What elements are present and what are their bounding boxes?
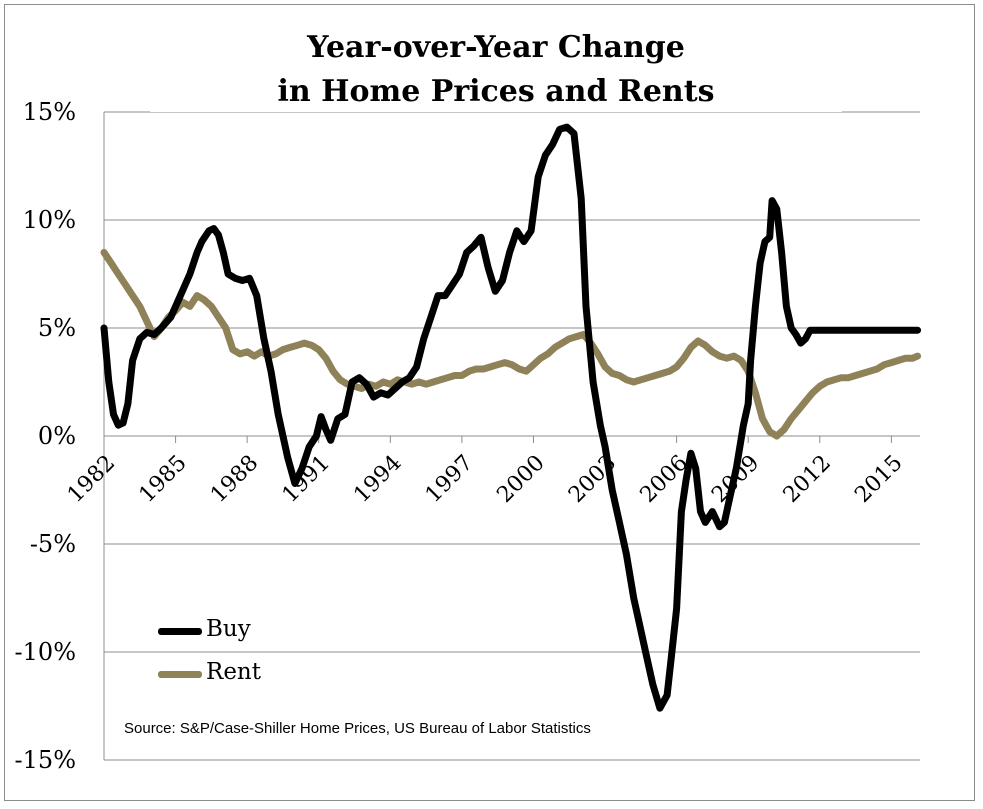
chart-frame (4, 4, 975, 801)
y-axis-ticks: 15% 10% 5% 0% -5% -10% -15% (15, 98, 76, 774)
y-tick-label: -10% (15, 638, 76, 666)
x-tick-label: 1985 (135, 451, 192, 508)
y-tick-label: -15% (15, 746, 76, 774)
y-tick-label: 15% (23, 98, 76, 126)
chart-title-line-1: Year-over-Year Change (150, 28, 842, 68)
y-tick-label: -5% (30, 530, 76, 558)
x-tick-label: 2012 (779, 451, 836, 508)
series-line-buy (100, 123, 922, 712)
legend-label-rent: Rent (206, 659, 261, 685)
gridlines (103, 111, 920, 761)
y-tick-label: 0% (38, 422, 76, 450)
x-tick-label: 1988 (206, 451, 263, 508)
y-tick-label: 10% (23, 206, 76, 234)
x-tick-label: 2000 (492, 451, 549, 508)
series-lines (100, 123, 922, 712)
legend-label-buy: Buy (206, 616, 251, 642)
x-tick-label: 1997 (421, 451, 478, 508)
x-tick-label: 1982 (63, 451, 120, 508)
legend-swatch-rent (158, 671, 202, 678)
x-axis-ticks: 1982 1985 1988 1991 1994 1997 2000 2003 2006 2009… (63, 436, 908, 508)
y-tick-label: 5% (38, 314, 76, 342)
source-note: Source: S&P/Case-Shiller Home Prices, US… (124, 720, 591, 737)
x-tick-label: 2015 (850, 451, 907, 508)
series-line-rent (100, 248, 922, 440)
x-tick-label: 1994 (349, 451, 406, 508)
legend-swatch-buy (158, 628, 202, 635)
chart-title-line-2: in Home Prices and Rents (150, 72, 842, 112)
